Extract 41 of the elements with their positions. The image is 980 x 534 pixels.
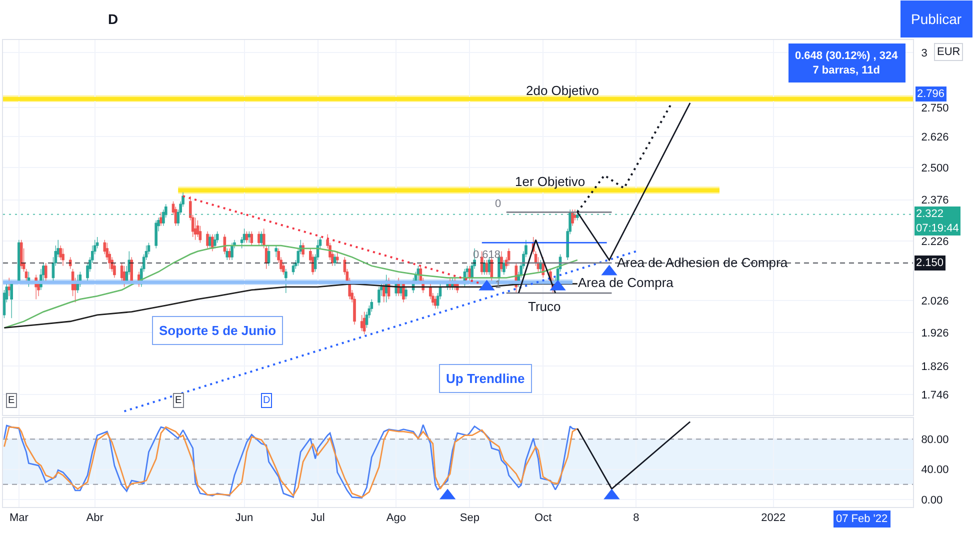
annotation: 1er Objetivo — [515, 174, 586, 189]
text: 2.796 — [917, 88, 945, 100]
y-tick-label: 1.746 — [921, 389, 949, 402]
y-tick-label: 2.226 — [921, 236, 949, 248]
annotation: 1 — [495, 279, 502, 291]
x-tick-label: Oct — [534, 512, 552, 524]
y-tick-label: 2.376 — [921, 194, 949, 207]
y-tick-label: 1.826 — [921, 360, 949, 373]
annotation: Up Trendline — [446, 371, 525, 386]
y-tick-label: 0.00 — [921, 494, 943, 506]
y-tick-label: 3 — [921, 47, 928, 60]
x-tick-label: Jul — [310, 512, 325, 524]
ref-line-label: 2.322 07:19:44 — [916, 208, 959, 234]
text: EUR — [937, 46, 960, 58]
annotation: Soporte 5 de Junio — [159, 323, 276, 338]
text: 07 Feb '22 — [836, 513, 888, 525]
x-tick-label: Mar — [9, 512, 29, 524]
y-tick-label: 80.00 — [921, 434, 949, 446]
annotation: Area de Compra — [578, 275, 674, 290]
x-tick-label: 8 — [633, 512, 640, 524]
y-tick-label: 2.750 — [921, 102, 949, 114]
text: D — [108, 11, 118, 27]
annotation: Truco — [528, 299, 561, 314]
annotation: 0.648 (30.12%) , 324 7 barras, 11d — [795, 50, 899, 76]
annotation: E — [175, 395, 182, 406]
annotation: E — [8, 395, 15, 406]
x-tick-label: 2022 — [761, 512, 786, 524]
x-tick-label: Jun — [235, 512, 254, 524]
x-tick-label: Sep — [460, 512, 480, 524]
y-tick-label: 40.00 — [921, 464, 949, 476]
ref-line-label: 2.150 — [916, 257, 944, 269]
annotation: 0 — [495, 198, 502, 210]
y-tick-label: 2.500 — [921, 162, 949, 175]
y-tick-label: 2.026 — [921, 295, 949, 308]
x-tick-label: Ago — [386, 512, 406, 524]
annotation: D — [263, 395, 270, 406]
x-tick-label: Abr — [86, 512, 104, 524]
y-tick-label: 1.926 — [921, 327, 949, 340]
y-tick-label: 2.626 — [921, 131, 949, 144]
text: Publicar — [911, 11, 962, 27]
annotation: 2do Objetivo — [526, 83, 599, 98]
